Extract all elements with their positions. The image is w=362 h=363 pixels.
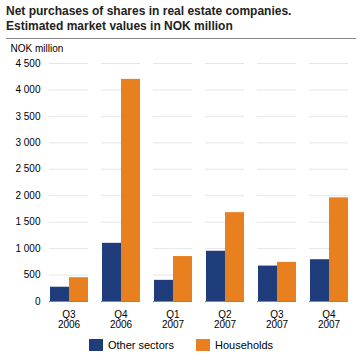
svg-text:Q32006: Q32006 xyxy=(58,309,81,330)
svg-text:500: 500 xyxy=(24,269,41,280)
svg-text:Q12007: Q12007 xyxy=(162,309,185,330)
svg-text:3 000: 3 000 xyxy=(15,137,40,148)
svg-text:2 000: 2 000 xyxy=(15,190,40,201)
svg-text:1 000: 1 000 xyxy=(15,243,40,254)
html-text:Net purchases of shares in rea: Net purchases of shares in real estate c… xyxy=(6,4,292,18)
html-text:Estimated market values in NOK: Estimated market values in NOK million xyxy=(6,19,233,33)
svg-text:4 500: 4 500 xyxy=(15,58,40,69)
svg-text:Q42007: Q42007 xyxy=(318,309,341,330)
svg-text:NOK million: NOK million xyxy=(11,43,64,54)
svg-text:1 500: 1 500 xyxy=(15,216,40,227)
svg-text:Q22007: Q22007 xyxy=(214,309,237,330)
html-text:Households: Households xyxy=(215,339,274,351)
html-text:Other sectors: Other sectors xyxy=(107,339,174,351)
svg-text:0: 0 xyxy=(35,296,41,307)
svg-text:2 500: 2 500 xyxy=(15,163,40,174)
svg-text:Q42006: Q42006 xyxy=(110,309,133,330)
svg-text:3 500: 3 500 xyxy=(15,111,40,122)
svg-text:Q32007: Q32007 xyxy=(266,309,289,330)
svg-text:4 000: 4 000 xyxy=(15,84,40,95)
